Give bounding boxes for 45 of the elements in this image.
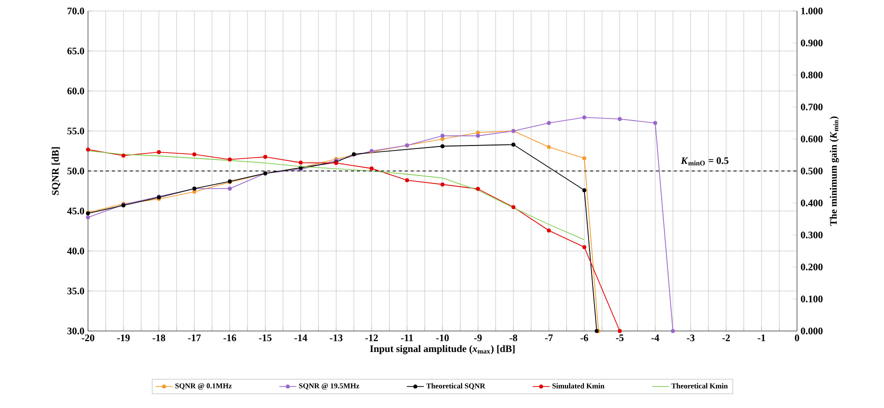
y2-tick-label: 0.700 (800, 104, 823, 110)
y-tick-label: 50.0 (67, 168, 84, 174)
x-tick-label: -15 (258, 334, 272, 342)
y-tick-label: 45.0 (67, 208, 84, 214)
x-tick-label: -9 (474, 334, 482, 342)
y-tick-label: 60.0 (67, 88, 84, 94)
x-tick-label: -14 (294, 334, 308, 342)
x-tick-label: -11 (401, 334, 413, 342)
x-tick-label: -3 (686, 334, 694, 342)
y2-tick-label: 0.200 (800, 264, 823, 270)
y2-tick-label: 0.900 (800, 40, 823, 46)
y-tick-label: 40.0 (67, 248, 84, 254)
y2-tick-label: 0.800 (800, 72, 823, 78)
x-tick-label: -10 (436, 334, 449, 342)
x-tick-label: -2 (722, 334, 730, 342)
x-tick-label: -7 (545, 334, 553, 342)
x-axis-title: Input signal amplitude (x$_{max}$) [dB] (370, 345, 515, 354)
y2-tick-label: 0.600 (800, 136, 823, 142)
y2-tick-label: 0.100 (800, 296, 823, 302)
y2-tick-label: 0.000 (800, 328, 823, 334)
x-tick-label: -4 (651, 334, 660, 342)
x-tick-label: -16 (224, 334, 236, 342)
y-tick-label: 65.0 (67, 48, 84, 54)
x-tick-label: 0 (794, 334, 800, 342)
y-axis-title: SQNR [dB] (52, 147, 60, 195)
x-tick-label: -18 (152, 334, 166, 342)
y-tick-label: 55.0 (67, 128, 84, 134)
x-tick-label: -6 (580, 334, 588, 342)
x-tick-label: -13 (330, 334, 342, 342)
ref-line-label: K$_{minO}$ = 0.5 (680, 157, 728, 166)
y2-tick-label: 1.000 (801, 8, 823, 14)
x-tick-label: -20 (82, 334, 94, 342)
y2-tick-label: 0.400 (800, 200, 823, 206)
x-tick-label: -12 (365, 334, 378, 342)
y2-tick-label: 0.500 (800, 168, 823, 174)
x-tick-label: -5 (616, 334, 624, 342)
x-tick-label: -1 (758, 334, 766, 342)
y-tick-label: 35.0 (67, 288, 84, 294)
y2-tick-label: 0.300 (800, 232, 823, 238)
y-tick-label: 70.0 (68, 8, 84, 14)
x-tick-label: -8 (510, 334, 518, 342)
x-tick-label: -17 (188, 334, 201, 342)
x-tick-label: -19 (117, 334, 130, 342)
y-tick-label: 30.0 (67, 328, 84, 334)
y2-axis-title: The minimum gain (K$_{min}$) (830, 116, 839, 226)
